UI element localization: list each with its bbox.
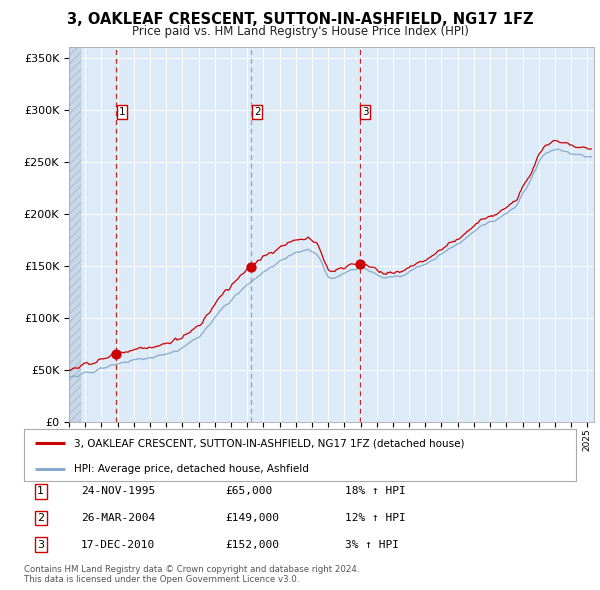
Text: £149,000: £149,000 [225,513,279,523]
Text: 3% ↑ HPI: 3% ↑ HPI [345,540,399,549]
Text: 17-DEC-2010: 17-DEC-2010 [81,540,155,549]
Text: 3: 3 [37,540,44,549]
Text: Contains HM Land Registry data © Crown copyright and database right 2024.
This d: Contains HM Land Registry data © Crown c… [24,565,359,584]
Bar [69,47,81,422]
Text: 3: 3 [362,107,368,117]
Text: 1: 1 [37,487,44,496]
Text: 3, OAKLEAF CRESCENT, SUTTON-IN-ASHFIELD, NG17 1FZ: 3, OAKLEAF CRESCENT, SUTTON-IN-ASHFIELD,… [67,12,533,27]
Text: £65,000: £65,000 [225,487,272,496]
Text: 2: 2 [254,107,260,117]
Text: 2: 2 [37,513,44,523]
Text: 1: 1 [119,107,125,117]
Point [111,349,121,359]
Text: 3, OAKLEAF CRESCENT, SUTTON-IN-ASHFIELD, NG17 1FZ (detached house): 3, OAKLEAF CRESCENT, SUTTON-IN-ASHFIELD,… [74,438,464,448]
Text: 24-NOV-1995: 24-NOV-1995 [81,487,155,496]
Point [355,259,365,268]
Text: 12% ↑ HPI: 12% ↑ HPI [345,513,406,523]
Text: HPI: Average price, detached house, Ashfield: HPI: Average price, detached house, Ashf… [74,464,308,474]
Point [246,262,256,271]
Text: Price paid vs. HM Land Registry's House Price Index (HPI): Price paid vs. HM Land Registry's House … [131,25,469,38]
Text: 18% ↑ HPI: 18% ↑ HPI [345,487,406,496]
Text: £152,000: £152,000 [225,540,279,549]
Text: 26-MAR-2004: 26-MAR-2004 [81,513,155,523]
